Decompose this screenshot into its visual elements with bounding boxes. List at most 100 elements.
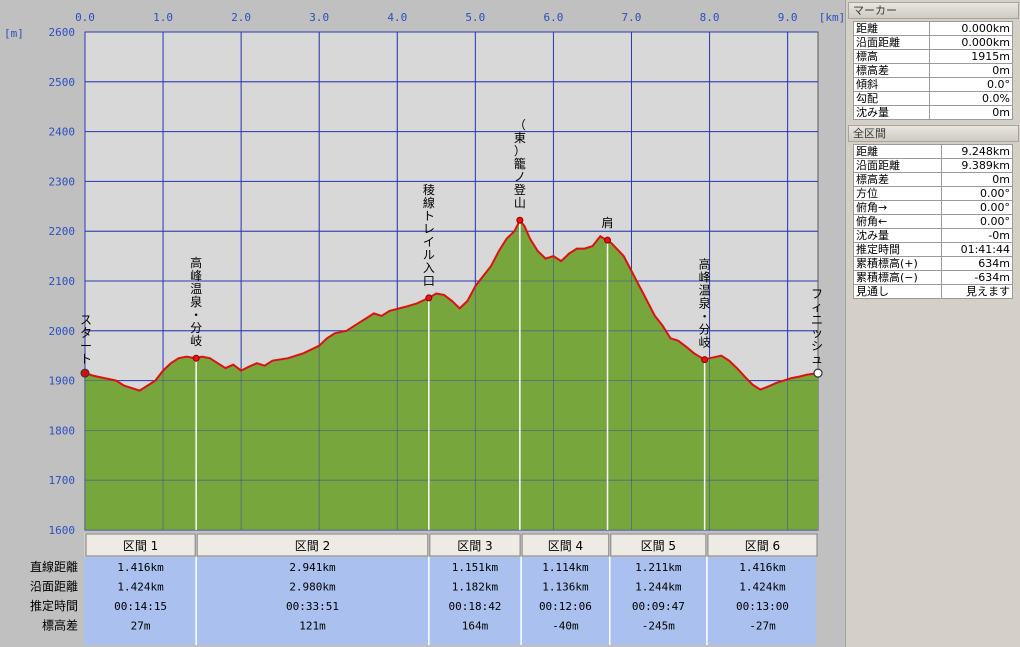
x-tick-label: 2.0 <box>231 11 251 24</box>
y-tick-label: 2000 <box>49 325 76 338</box>
waypoint-label-char: ・ <box>190 308 202 322</box>
total-panel-title: 全区間 <box>848 125 1019 142</box>
section-header-cell[interactable] <box>196 533 429 557</box>
waypoint-label-char: レ <box>423 222 435 236</box>
finish-marker[interactable] <box>813 368 823 378</box>
marker-property-value: 0.000km <box>928 35 1014 50</box>
waypoint-label-char: ル <box>423 248 435 262</box>
section-value: 00:14:15 <box>114 600 167 613</box>
total-property-row: 累積標高(+) 634m <box>853 256 1014 271</box>
waypoint-label-char: ） <box>514 144 526 158</box>
section-value: 1.424km <box>739 581 786 594</box>
waypoint-label-char: 東 <box>514 131 526 145</box>
waypoint-label-char: 岐 <box>190 334 202 348</box>
start-marker[interactable] <box>80 368 90 378</box>
x-axis-unit-label: [km] <box>819 11 846 24</box>
total-property-value: 9.389km <box>940 158 1014 173</box>
total-property-value: -0m <box>940 228 1014 243</box>
section-value: 1.182km <box>452 581 499 594</box>
waypoint-marker[interactable] <box>701 356 709 364</box>
waypoint-label-char: ス <box>80 313 92 327</box>
total-property-label: 方位 <box>853 186 942 201</box>
section-value: 1.114km <box>542 561 589 574</box>
section-value: 1.416km <box>739 561 786 574</box>
total-property-label: 沿面距離 <box>853 158 942 173</box>
section-value: 1.244km <box>635 581 682 594</box>
total-property-label: 俯角→ <box>853 200 942 215</box>
total-property-value: 01:41:44 <box>940 242 1014 257</box>
section-value: 2.980km <box>289 581 336 594</box>
section-header-label: 区間 1 <box>123 539 158 553</box>
section-value: 1.424km <box>117 581 164 594</box>
total-property-row: 沿面距離 9.389km <box>853 158 1014 173</box>
section-value: 00:12:06 <box>539 600 592 613</box>
marker-properties-table: 距離 0.000km 沿面距離 0.000km 標高 1915m 標高差 0m 傾斜 0.0° 勾配… <box>853 21 1014 120</box>
waypoint-marker[interactable] <box>604 236 612 244</box>
elevation-area <box>85 220 818 530</box>
total-property-label: 沈み量 <box>853 228 942 243</box>
y-tick-label: 2600 <box>49 26 76 39</box>
waypoint-label: 稜線トレイル入口 <box>423 183 435 288</box>
waypoint-label-char: 線 <box>423 195 435 210</box>
marker-property-value: 0.0° <box>928 77 1014 92</box>
x-tick-label: 4.0 <box>387 11 407 24</box>
section-value: -27m <box>749 620 776 633</box>
section-header-label: 区間 6 <box>745 539 780 553</box>
waypoint-label-char: 口 <box>423 274 435 288</box>
section-header-cell[interactable] <box>521 533 610 557</box>
marker-property-label: 沈み量 <box>853 105 930 120</box>
section-header-cell[interactable] <box>707 533 818 557</box>
total-property-row: 方位 0.00° <box>853 186 1014 201</box>
section-header-label: 区間 2 <box>295 539 330 553</box>
waypoint-label-char: タ <box>80 326 92 340</box>
waypoint-label-char: 高 <box>190 255 202 270</box>
total-property-row: 距離 9.248km <box>853 144 1014 159</box>
y-tick-label: 2300 <box>49 175 76 188</box>
section-value: 00:18:42 <box>448 600 501 613</box>
waypoint-label: （東）籠ノ登山 <box>514 118 526 210</box>
marker-property-label: 標高差 <box>853 63 930 78</box>
waypoint-label: 高峰温泉・分岐 <box>190 255 202 348</box>
y-tick-label: 2400 <box>49 126 76 139</box>
section-header-cell[interactable] <box>85 533 196 557</box>
section-value: 00:13:00 <box>736 600 789 613</box>
total-property-row: 見通し 見えます <box>853 284 1014 299</box>
waypoint-label: スタート <box>80 313 92 366</box>
section-value: 1.151km <box>452 561 499 574</box>
section-header-cell[interactable] <box>429 533 521 557</box>
total-property-value: 0.00° <box>940 214 1014 229</box>
total-property-value: 9.248km <box>940 144 1014 159</box>
waypoint-label-char: 分 <box>190 321 202 335</box>
waypoint-label-char: 峰 <box>190 269 202 283</box>
y-tick-label: 1700 <box>49 474 76 487</box>
waypoint-label-char: 泉 <box>699 297 711 311</box>
section-value: 1.416km <box>117 561 164 574</box>
total-property-label: 推定時間 <box>853 242 942 257</box>
waypoint-label-char: ニ <box>811 313 823 327</box>
total-property-value: 見えます <box>940 284 1014 299</box>
waypoint-marker[interactable] <box>425 294 433 302</box>
waypoint-marker[interactable] <box>516 216 524 224</box>
total-property-row: 俯角→ 0.00° <box>853 200 1014 215</box>
y-tick-label: 1900 <box>49 375 76 388</box>
total-property-value: -634m <box>940 270 1014 285</box>
x-tick-label: 7.0 <box>622 11 642 24</box>
waypoint-label-char: 登 <box>514 182 526 197</box>
marker-property-label: 勾配 <box>853 91 930 106</box>
waypoint-label: 肩 <box>602 215 614 230</box>
x-tick-label: 5.0 <box>465 11 485 24</box>
section-row-label: 沿面距離 <box>30 580 78 594</box>
section-value: 121m <box>299 620 326 633</box>
waypoint-label-char: ュ <box>811 352 823 366</box>
section-header-cell[interactable] <box>610 533 707 557</box>
marker-property-row: 標高差 0m <box>853 63 1014 78</box>
waypoint-label-char: ト <box>423 209 435 223</box>
x-tick-label: 3.0 <box>309 11 329 24</box>
info-panel: マーカー 距離 0.000km 沿面距離 0.000km 標高 1915m 標高差 0m 傾斜 0… <box>845 0 1020 647</box>
y-tick-label: 1600 <box>49 524 76 537</box>
y-tick-label: 2500 <box>49 76 76 89</box>
waypoint-marker[interactable] <box>192 354 200 362</box>
total-property-value: 0m <box>940 172 1014 187</box>
waypoint-label-char: 分 <box>699 323 711 337</box>
